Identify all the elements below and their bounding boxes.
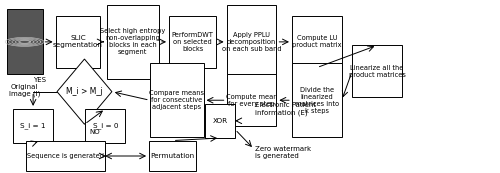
- Text: SLIC
segmentation: SLIC segmentation: [53, 35, 103, 48]
- Text: Original
Image (I): Original Image (I): [9, 84, 40, 97]
- FancyBboxPatch shape: [86, 109, 126, 143]
- Text: Linearize all the
product matrices: Linearize all the product matrices: [348, 65, 406, 78]
- Text: Zero watermark
is generated: Zero watermark is generated: [255, 146, 311, 159]
- Text: Compare means
for consecutive
adjacent steps: Compare means for consecutive adjacent s…: [149, 90, 204, 110]
- Text: Apply PPLU
decomposition
on each sub band: Apply PPLU decomposition on each sub ban…: [222, 32, 282, 52]
- FancyBboxPatch shape: [205, 104, 235, 138]
- Text: M_i > M_j: M_i > M_j: [66, 87, 102, 96]
- FancyBboxPatch shape: [292, 63, 342, 137]
- Text: Divide the
linearized
matrices into
k steps: Divide the linearized matrices into k st…: [295, 87, 339, 114]
- FancyBboxPatch shape: [169, 16, 216, 68]
- FancyBboxPatch shape: [13, 109, 53, 143]
- FancyBboxPatch shape: [226, 5, 276, 79]
- FancyBboxPatch shape: [292, 16, 342, 68]
- Text: Compute mean
for every step: Compute mean for every step: [226, 94, 277, 107]
- Text: Select high entropy
non-overlapping
blocks in each
segment: Select high entropy non-overlapping bloc…: [100, 28, 166, 55]
- FancyBboxPatch shape: [106, 5, 159, 79]
- Polygon shape: [57, 59, 112, 124]
- Text: NO: NO: [90, 129, 100, 135]
- FancyBboxPatch shape: [26, 140, 106, 171]
- Text: Permutation: Permutation: [150, 153, 195, 159]
- Text: YES: YES: [33, 77, 46, 83]
- Text: XOR: XOR: [212, 118, 228, 124]
- FancyBboxPatch shape: [56, 16, 100, 68]
- FancyBboxPatch shape: [352, 45, 402, 97]
- Text: Sequence is generated: Sequence is generated: [27, 153, 104, 159]
- FancyBboxPatch shape: [150, 63, 204, 137]
- Text: Electronic Patient
information (E): Electronic Patient information (E): [255, 102, 316, 116]
- Text: PerformDWT
on selected
blocks: PerformDWT on selected blocks: [172, 32, 213, 52]
- FancyBboxPatch shape: [6, 9, 43, 75]
- FancyBboxPatch shape: [149, 140, 196, 171]
- Text: S_i = 1: S_i = 1: [20, 123, 46, 129]
- Text: Compute LU
product matrix: Compute LU product matrix: [292, 35, 342, 48]
- FancyBboxPatch shape: [226, 75, 276, 126]
- Text: S_i = 0: S_i = 0: [92, 123, 118, 129]
